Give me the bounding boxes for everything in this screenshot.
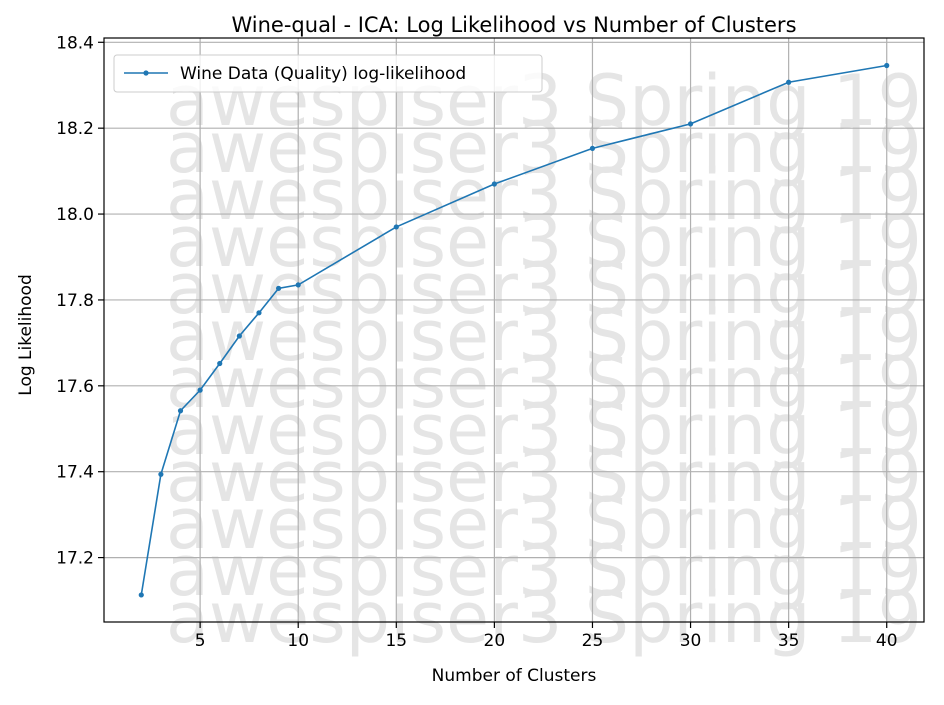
watermark-text: awespiser3 Spring 19 xyxy=(166,389,922,471)
watermark-text: awespiser3 Spring 19 xyxy=(166,154,922,236)
x-axis-label: Number of Clusters xyxy=(432,666,597,686)
y-tick-label: 17.4 xyxy=(56,463,94,483)
x-tick-label: 40 xyxy=(876,631,898,651)
y-tick-label: 17.2 xyxy=(56,549,94,569)
legend: Wine Data (Quality) log-likelihood xyxy=(113,54,543,93)
watermark-text: awespiser3 Spring 19 xyxy=(166,201,922,283)
watermark-text: awespiser3 Spring 19 xyxy=(166,248,922,330)
data-point xyxy=(158,471,164,477)
plot-frame xyxy=(103,37,925,623)
legend-label: Wine Data (Quality) log-likelihood xyxy=(180,64,466,84)
series-layer xyxy=(138,62,890,598)
data-point xyxy=(177,408,184,414)
legend-box xyxy=(113,54,543,93)
data-point xyxy=(236,333,242,339)
x-tick-label: 35 xyxy=(778,631,800,651)
data-point xyxy=(393,224,399,230)
data-point xyxy=(491,181,497,187)
y-tick-label: 18.4 xyxy=(56,33,94,53)
tick-layer: 5 10 15 20 25 30 35 40 17.2 17.4 17.6 17.8 18.0 18.2 1… xyxy=(56,33,897,651)
watermark-text: awespiser3 Spring 19 xyxy=(166,295,922,377)
y-tick-label: 17.8 xyxy=(56,291,94,311)
x-tick-label: 10 xyxy=(287,631,309,651)
data-point xyxy=(275,285,282,291)
chart-title: Wine-qual - ICA: Log Likelihood vs Numbe… xyxy=(231,13,796,37)
x-tick-label: 15 xyxy=(385,631,407,651)
data-point xyxy=(884,62,890,69)
x-tick-label: 25 xyxy=(582,631,604,651)
data-point xyxy=(295,282,301,288)
watermark-text: awespiser3 Spring 19 xyxy=(166,577,922,659)
data-point xyxy=(197,387,203,393)
y-axis-label: Log Likelihood xyxy=(16,274,36,395)
y-tick-label: 18.0 xyxy=(56,205,94,225)
data-point xyxy=(786,79,792,85)
data-point xyxy=(138,592,144,598)
watermark-text: awespiser3 Spring 19 xyxy=(166,436,922,518)
x-tick-label: 20 xyxy=(484,631,506,651)
legend-marker xyxy=(143,70,149,76)
x-tick-label: 30 xyxy=(680,631,702,651)
watermark-text: awespiser3 Spring 19 xyxy=(166,107,922,189)
data-point xyxy=(256,310,262,316)
watermark-text: awespiser3 Spring 19 xyxy=(166,342,922,424)
y-tick-label: 17.6 xyxy=(56,377,94,397)
data-point xyxy=(687,121,694,127)
y-tick-label: 18.2 xyxy=(56,119,94,139)
x-tick-label: 5 xyxy=(195,631,206,651)
grid-layer xyxy=(104,38,924,622)
data-point xyxy=(589,145,596,151)
data-point xyxy=(217,360,223,367)
watermark-text: awespiser3 Spring 19 xyxy=(166,483,922,565)
watermark-text: awespiser3 Spring 19 xyxy=(166,530,922,612)
